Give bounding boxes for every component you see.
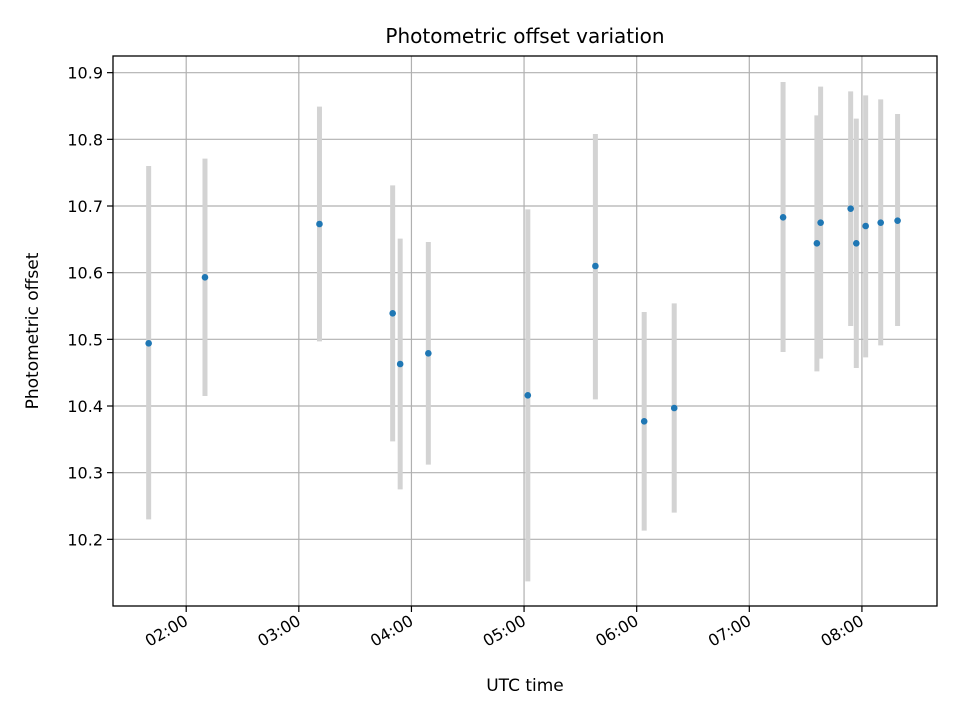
data-point xyxy=(862,222,869,230)
x-tick-label: 05:00 xyxy=(480,611,529,651)
data-point xyxy=(852,240,860,247)
x-axis: 02:00 03:00 04:00 05:00 06:00 07:00 08:00 xyxy=(142,606,867,651)
x-tick-label: 08:00 xyxy=(817,611,866,651)
y-tick-label: 10.9 xyxy=(67,64,103,83)
data-point xyxy=(524,392,532,399)
y-tick-label: 10.3 xyxy=(67,464,103,483)
point-layer xyxy=(145,205,901,425)
data-point xyxy=(894,217,901,224)
data-point xyxy=(779,214,787,221)
grid-layer xyxy=(113,56,937,606)
x-tick-label: 06:00 xyxy=(592,611,641,651)
y-tick-label: 10.8 xyxy=(67,130,103,149)
data-point xyxy=(817,219,824,226)
y-tick-label: 10.4 xyxy=(67,397,103,416)
y-tick-label: 10.7 xyxy=(67,197,103,216)
data-point xyxy=(847,205,854,212)
x-tick-label: 03:00 xyxy=(254,611,303,651)
plot-frame xyxy=(112,55,938,607)
data-point xyxy=(316,220,323,228)
data-point xyxy=(592,262,599,270)
data-point xyxy=(877,219,884,226)
data-point xyxy=(145,340,152,347)
data-point xyxy=(389,310,396,317)
y-tick-label: 10.5 xyxy=(67,330,103,349)
errorbar-layer xyxy=(146,82,901,582)
x-tick-label: 07:00 xyxy=(705,611,754,651)
data-point xyxy=(201,274,209,281)
x-axis-label: UTC time xyxy=(486,676,564,696)
y-tick-label: 10.2 xyxy=(67,530,103,549)
y-axis: 10.2 10.3 10.4 10.5 10.6 10.7 10.8 10.9 xyxy=(67,64,113,549)
data-point xyxy=(670,404,678,412)
y-tick-label: 10.6 xyxy=(67,264,103,283)
data-point xyxy=(640,418,648,425)
x-tick-label: 02:00 xyxy=(142,611,191,651)
data-point xyxy=(813,240,821,247)
data-point xyxy=(425,350,432,357)
data-point xyxy=(396,360,404,368)
chart-title: Photometric offset variation xyxy=(385,24,664,48)
y-axis-label: Photometric offset xyxy=(23,252,43,409)
x-tick-label: 04:00 xyxy=(367,611,416,651)
